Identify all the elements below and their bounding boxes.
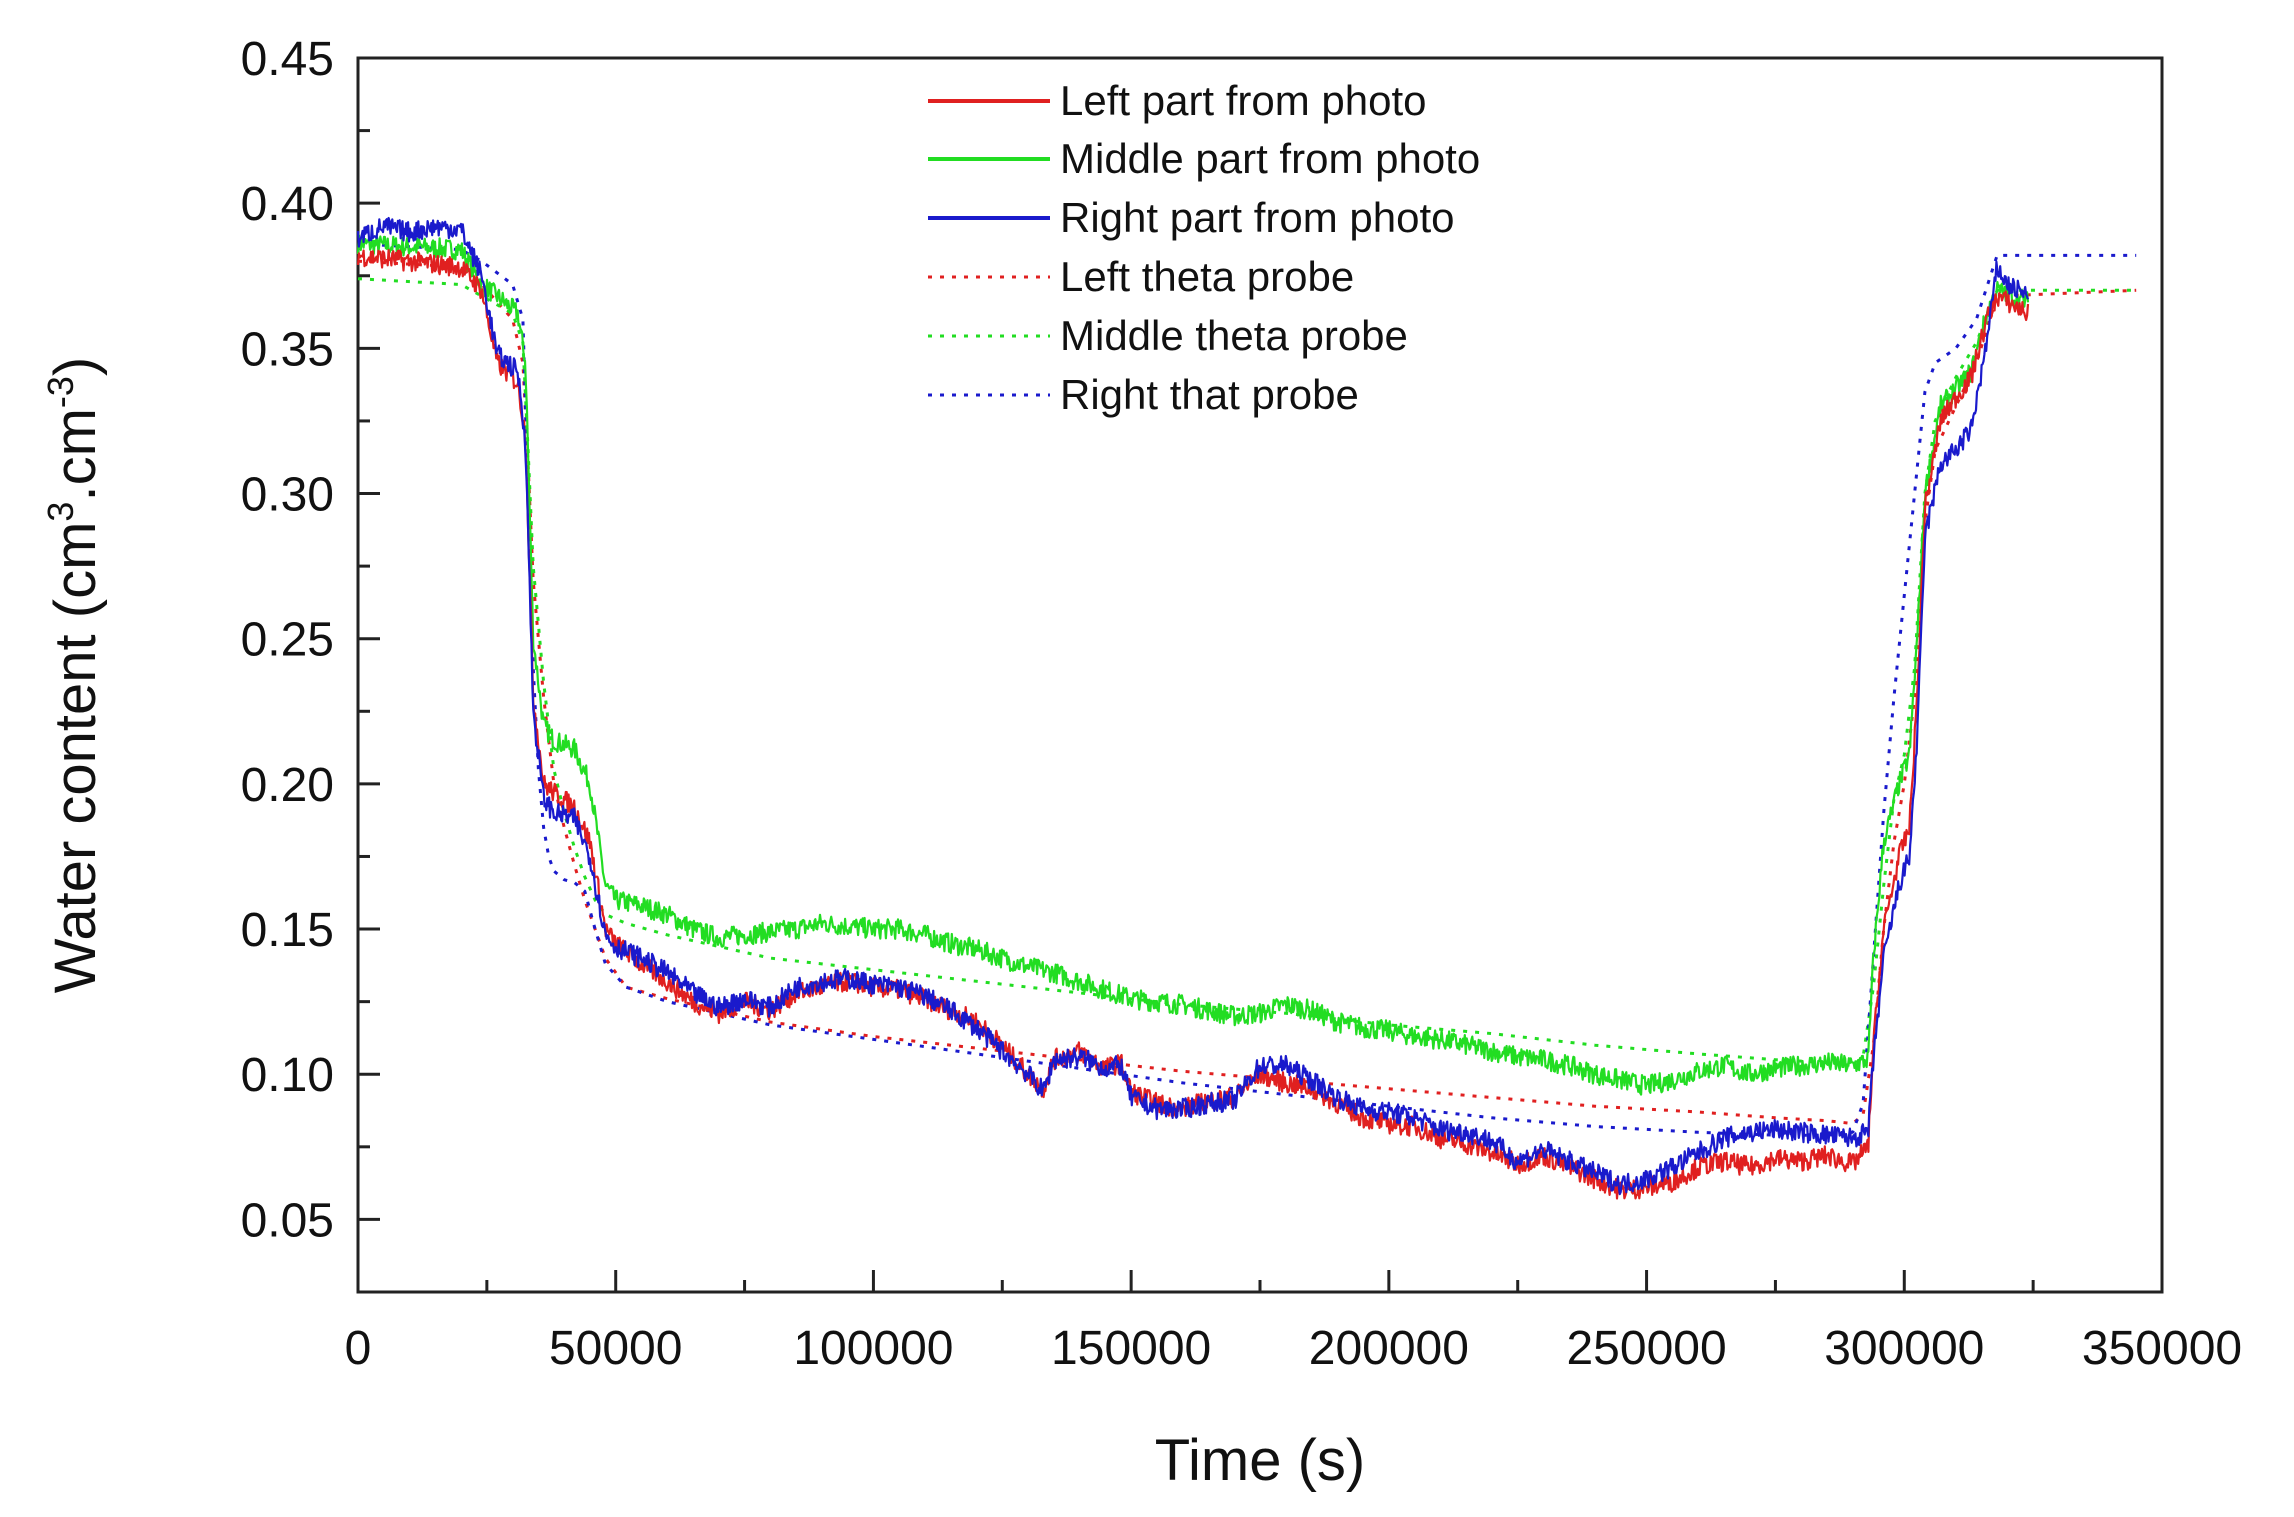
x-tick-label: 300000 [1824,1322,1984,1375]
series-right-part-from-photo [356,216,2030,1196]
series-left-part-from-photo [356,249,2030,1200]
axis-ticks [356,56,2164,1294]
x-tick-label: 0 [345,1322,372,1375]
legend-label-left-photo: Left part from photo [1060,77,1427,124]
y-axis-title-sup2: -3 [40,376,81,408]
y-tick-label: 0.35 [241,323,334,376]
x-axis-title: Time (s) [1155,1428,1365,1493]
legend-label-left-probe: Left theta probe [1060,253,1354,300]
y-tick-label: 0.45 [241,33,334,86]
series-layer [356,216,2137,1200]
series-middle-part-from-photo [356,234,2030,1096]
y-axis-title-sup1: 3 [40,502,81,522]
legend-label-middle-probe: Middle theta probe [1060,312,1408,359]
series-middle-theta-probe [357,277,2137,1067]
legend: Left part from photo Middle part from ph… [928,77,1480,418]
y-axis-title-end: ) [43,357,108,376]
legend-label-right-photo: Right part from photo [1060,194,1455,241]
y-tick-label: 0.20 [241,759,334,812]
y-tick-label: 0.05 [241,1194,334,1247]
y-tick-label: 0.10 [241,1049,334,1102]
x-tick-label: 100000 [793,1322,953,1375]
y-tick-label: 0.30 [241,469,334,522]
legend-label-right-probe: Right that probe [1060,371,1359,418]
x-tick-label: 150000 [1051,1322,1211,1375]
legend-label-middle-photo: Middle part from photo [1060,135,1480,182]
x-tick-label: 50000 [549,1322,682,1375]
x-tick-label: 250000 [1566,1322,1726,1375]
series-right-that-probe [357,242,2137,1137]
plot-area [356,56,2164,1294]
y-tick-label: 0.25 [241,614,334,667]
tick-labels: 0 50000 100000 150000 200000 250000 300000 3500… [241,33,2243,1375]
x-tick-label: 200000 [1309,1322,1469,1375]
y-tick-label: 0.40 [241,178,334,231]
y-axis-title-main: Water content (cm [43,522,108,994]
y-tick-label: 0.15 [241,904,334,957]
x-tick-label: 350000 [2082,1322,2242,1375]
y-axis-title: Water content (cm3.cm-3) [40,357,108,993]
y-axis-title-mid: .cm [43,408,108,501]
